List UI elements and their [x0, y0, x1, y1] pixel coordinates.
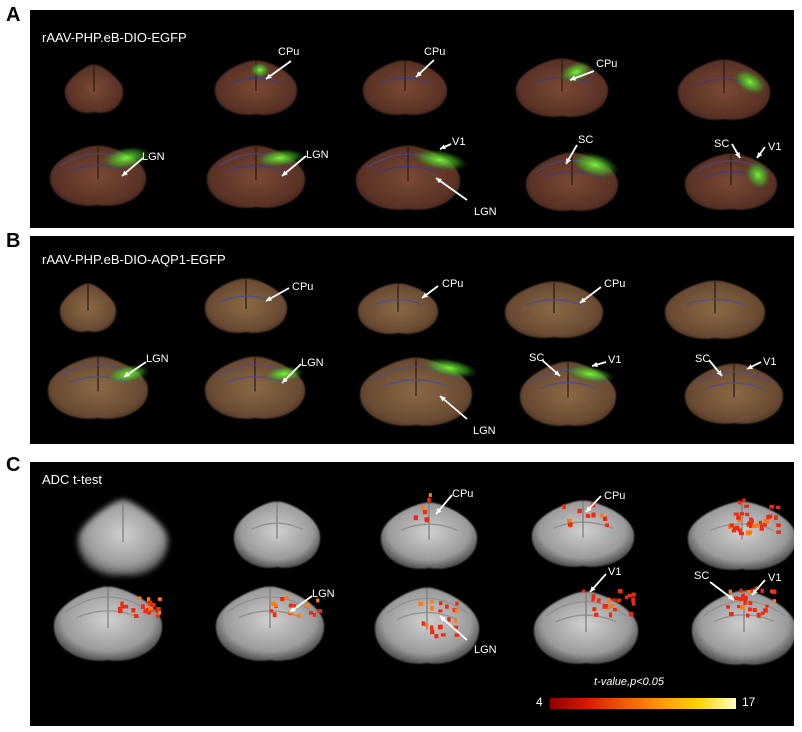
panel-b-brain-slice-7 — [204, 356, 306, 419]
panel-a-cpu-3-arrow — [569, 70, 595, 81]
panel-b-sc-1-arrow — [541, 359, 561, 377]
panel-b-lgn-3-label: LGN — [473, 425, 496, 437]
panel-a-cpu-2-label: CPu — [424, 46, 446, 58]
panel-b-lgn-2-arrow — [281, 363, 302, 384]
panel-a-brain-slice-3 — [362, 60, 448, 115]
panel-a-v1-2-arrow — [756, 146, 766, 159]
panel-c-lgn-2-arrow — [439, 615, 468, 641]
panel-a-sc-1-arrow — [565, 144, 578, 165]
panel-a-cpu-1-label: CPu — [278, 46, 300, 58]
panel-b-egfp-3 — [422, 357, 478, 379]
panel-a-v1-2-label: V1 — [768, 141, 782, 153]
panel-c-v1-2-label: V1 — [768, 572, 782, 584]
panel-c-title: ADC t-test — [42, 472, 102, 487]
panel-c-cpu-1-arrow — [435, 494, 453, 515]
panel-b-sc-2-label: SC — [695, 353, 711, 365]
panel-c-cpu-2-arrow — [585, 495, 602, 513]
panel-a-lgn-2-arrow — [281, 155, 307, 177]
panel-b-brain-slice-10 — [684, 363, 784, 424]
panel-c-hotspots-6 — [418, 600, 460, 639]
panel-a-brain-slice-1 — [64, 64, 124, 113]
panel-a-lgn-1-label: LGN — [142, 151, 165, 163]
colorbar-gradient — [550, 698, 736, 709]
panel-a-cpu-1-arrow — [265, 60, 292, 80]
panel-b-brain-slice-3 — [357, 283, 439, 334]
panel-b: rAAV-PHP.eB-DIO-AQP1-EGFP CPu CPu CPu LGN LG… — [30, 236, 794, 444]
panel-b-brain-slice-2 — [204, 278, 288, 333]
panel-c-lgn-1-label: LGN — [312, 588, 335, 600]
panel-a-v1-1-arrow — [439, 143, 452, 150]
panel-a-egfp-1 — [250, 62, 270, 78]
panel-c-hotspots-2 — [562, 502, 609, 528]
panel-b-lgn-1-label: LGN — [146, 353, 169, 365]
panel-a-cpu-2-arrow — [415, 59, 435, 78]
panel-c-sc-1-arrow — [709, 581, 735, 601]
panel-a-lgn-2-label: LGN — [306, 149, 329, 161]
panel-c-letter: C — [6, 454, 21, 476]
panel-b-cpu-1-label: CPu — [292, 281, 314, 293]
panel-b-cpu-1-arrow — [265, 287, 290, 302]
panel-a-egfp-3 — [733, 68, 767, 96]
panel-a-sc-2-arrow — [731, 143, 741, 159]
panel-b-v1-2-label: V1 — [763, 356, 777, 368]
panel-a-egfp-6 — [412, 149, 468, 171]
panel-a-lgn-3-label: LGN — [474, 206, 497, 218]
panel-c-v1-1-label: V1 — [608, 566, 622, 578]
panel-b-v1-2-arrow — [746, 361, 762, 370]
panel-a-sc-1-label: SC — [578, 134, 594, 146]
colorbar-max: 17 — [742, 695, 756, 709]
panel-a-lgn-1-arrow — [121, 157, 144, 177]
panel-b-brain-slice-5 — [664, 280, 766, 339]
panel-b-v1-1-arrow — [591, 361, 607, 368]
panel-c-cpu-1-label: CPu — [452, 488, 474, 500]
panel-b-egfp-4 — [565, 365, 615, 383]
panel-c-brain-slice-2 — [233, 501, 321, 568]
panel-c: ADC t-test t-value,p<0.05 4 17 CPu CPu LGN… — [30, 462, 794, 726]
panel-b-sc-2-arrow — [708, 359, 723, 377]
panel-b-v1-1-label: V1 — [608, 354, 622, 366]
panel-c-lgn-2-label: LGN — [474, 644, 497, 656]
panel-c-hotspots-3 — [727, 498, 781, 536]
panel-b-letter: B — [6, 230, 21, 252]
panel-b-title: rAAV-PHP.eB-DIO-AQP1-EGFP — [42, 252, 226, 267]
panel-c-v1-2-arrow — [751, 579, 766, 596]
panel-b-sc-1-label: SC — [529, 352, 545, 364]
panel-b-lgn-2-label: LGN — [301, 357, 324, 369]
panel-a-v1-1-label: V1 — [452, 136, 466, 148]
panel-a-sc-2-label: SC — [714, 138, 730, 150]
panel-a-letter: A — [6, 4, 21, 26]
panel-c-v1-1-arrow — [589, 573, 607, 593]
panel-a-egfp-8 — [745, 160, 771, 190]
panel-b-cpu-2-label: CPu — [442, 278, 464, 290]
panel-c-hotspots-8 — [726, 586, 777, 618]
panel-c-brain-slice-1 — [77, 499, 169, 576]
panel-c-brain-slice-9 — [533, 591, 639, 664]
panel-a-title: rAAV-PHP.eB-DIO-EGFP — [42, 30, 187, 45]
colorbar-min: 4 — [536, 695, 543, 709]
panel-b-brain-slice-4 — [504, 281, 604, 338]
panel-b-cpu-3-arrow — [579, 286, 602, 304]
colorbar-title: t-value,p<0.05 — [594, 676, 665, 688]
panel-a-brain-slice-8 — [355, 145, 461, 210]
panel-c-cpu-2-label: CPu — [604, 490, 626, 502]
panel-b-cpu-2-arrow — [421, 285, 439, 299]
panel-b-brain-slice-6 — [47, 356, 149, 419]
panel-c-brain-slice-6 — [53, 586, 163, 661]
panel-b-cpu-3-label: CPu — [604, 278, 626, 290]
panel-c-hotspots-7 — [582, 588, 636, 618]
panel-c-brain-slice-3 — [380, 502, 478, 569]
panel-b-lgn-3-arrow — [439, 395, 468, 420]
panel-c-lgn-1-arrow — [289, 595, 313, 613]
panel-a-cpu-3-label: CPu — [596, 58, 618, 70]
panel-a-lgn-3-arrow — [435, 177, 468, 201]
panel-c-sc-1-label: SC — [694, 570, 710, 582]
panel-c-hotspots-4 — [117, 596, 162, 618]
panel-b-brain-slice-1 — [59, 283, 117, 332]
panel-b-lgn-1-arrow — [123, 361, 147, 378]
panel-c-hotspots-1 — [413, 493, 432, 523]
panel-a: rAAV-PHP.eB-DIO-EGFP CPu CPu CPu LGN LGN V1 LG… — [30, 10, 794, 228]
panel-a-egfp-7 — [570, 151, 620, 179]
